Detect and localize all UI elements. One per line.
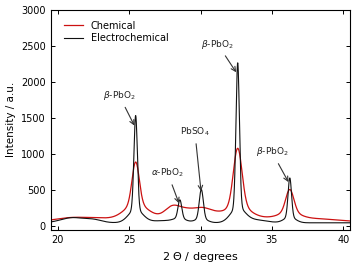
Chemical — [48, 218, 53, 221]
Chemical — [348, 219, 352, 222]
Chemical — [177, 204, 181, 207]
X-axis label: 2 $\it{\Theta}$ / degrees: 2 $\it{\Theta}$ / degrees — [162, 251, 239, 264]
Electrochemical — [348, 221, 352, 224]
Chemical — [342, 219, 347, 222]
Chemical — [83, 216, 87, 219]
Electrochemical — [342, 221, 347, 224]
Chemical — [310, 217, 314, 220]
Chemical — [163, 208, 168, 211]
Electrochemical — [177, 202, 181, 205]
Electrochemical — [310, 221, 314, 224]
Chemical — [100, 216, 105, 220]
Text: $\beta$-PbO$_2$: $\beta$-PbO$_2$ — [256, 146, 288, 181]
Electrochemical — [163, 219, 168, 222]
Line: Chemical: Chemical — [51, 148, 350, 221]
Chemical — [236, 147, 240, 150]
Electrochemical — [48, 220, 53, 224]
Text: $\beta$-PbO$_2$: $\beta$-PbO$_2$ — [201, 38, 235, 71]
Electrochemical — [83, 217, 87, 220]
Text: $\alpha$-PbO$_2$: $\alpha$-PbO$_2$ — [151, 167, 184, 202]
Text: PbSO$_4$: PbSO$_4$ — [180, 126, 210, 190]
Text: $\beta$-PbO$_2$: $\beta$-PbO$_2$ — [103, 89, 136, 124]
Legend: Chemical, Electrochemical: Chemical, Electrochemical — [62, 19, 171, 45]
Y-axis label: Intensity / a.u.: Intensity / a.u. — [6, 82, 16, 157]
Electrochemical — [236, 61, 240, 65]
Line: Electrochemical: Electrochemical — [51, 63, 350, 223]
Electrochemical — [100, 220, 105, 223]
